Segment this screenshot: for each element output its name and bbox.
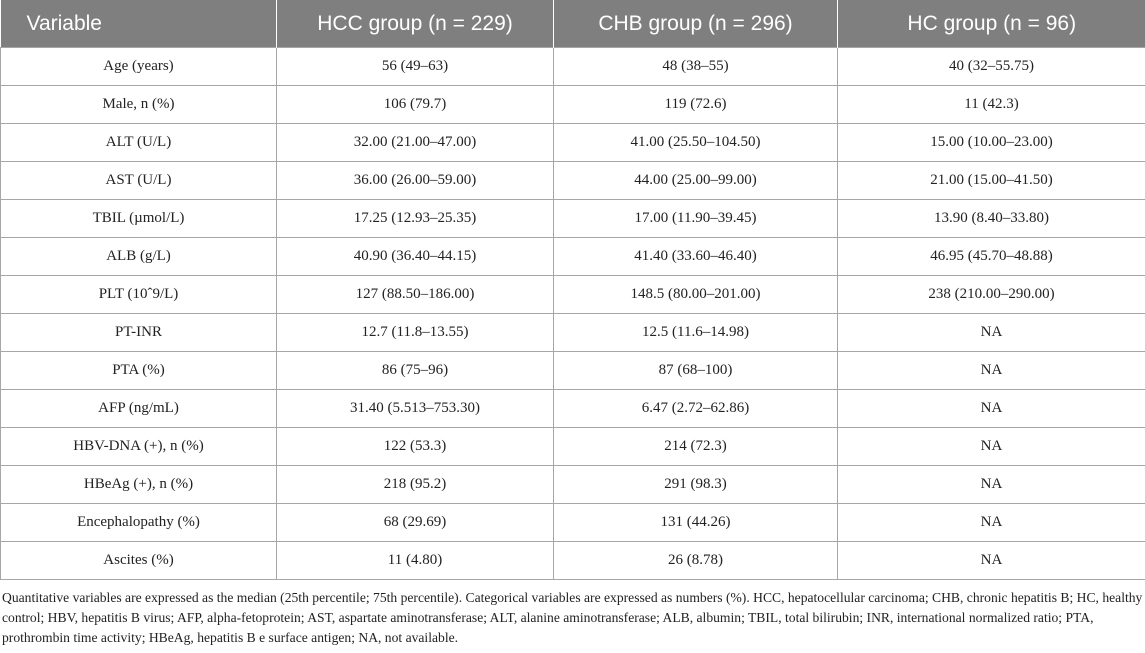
hc-cell: 21.00 (15.00–41.50) [837, 161, 1145, 200]
hcc-cell: 31.40 (5.513–753.30) [276, 389, 554, 428]
variable-cell: HBeAg (+), n (%) [0, 465, 277, 504]
chb-cell: 214 (72.3) [553, 427, 838, 466]
hc-cell: 46.95 (45.70–48.88) [837, 237, 1145, 276]
header-chb-group: CHB group (n = 296) [553, 0, 838, 48]
hcc-cell: 122 (53.3) [276, 427, 554, 466]
hcc-cell: 11 (4.80) [276, 541, 554, 580]
header-row: Variable HCC group (n = 229) CHB group (… [0, 0, 1145, 48]
chb-cell: 6.47 (2.72–62.86) [553, 389, 838, 428]
table-row: AFP (ng/mL) 31.40 (5.513–753.30) 6.47 (2.7… [0, 389, 1145, 428]
chb-cell: 291 (98.3) [553, 465, 838, 504]
chb-cell: 87 (68–100) [553, 351, 838, 390]
hcc-cell: 218 (95.2) [276, 465, 554, 504]
header-hcc-group: HCC group (n = 229) [276, 0, 554, 48]
table-row: HBeAg (+), n (%) 218 (95.2) 291 (98.3) NA [0, 465, 1145, 504]
header-hc-group: HC group (n = 96) [837, 0, 1145, 48]
hcc-cell: 12.7 (11.8–13.55) [276, 313, 554, 352]
chb-cell: 12.5 (11.6–14.98) [553, 313, 838, 352]
hc-cell: NA [837, 351, 1145, 390]
hcc-cell: 40.90 (36.40–44.15) [276, 237, 554, 276]
hcc-cell: 68 (29.69) [276, 503, 554, 542]
table-row: Male, n (%) 106 (79.7) 119 (72.6) 11 (42.3) [0, 85, 1145, 124]
hcc-cell: 17.25 (12.93–25.35) [276, 199, 554, 238]
hc-cell: 40 (32–55.75) [837, 47, 1145, 86]
variable-cell: ALB (g/L) [0, 237, 277, 276]
chb-cell: 48 (38–55) [553, 47, 838, 86]
data-table: Variable HCC group (n = 229) CHB group (… [0, 0, 1145, 580]
hcc-cell: 106 (79.7) [276, 85, 554, 124]
hc-cell: 238 (210.00–290.00) [837, 275, 1145, 314]
table-row: TBIL (µmol/L) 17.25 (12.93–25.35) 17.00 (1… [0, 199, 1145, 238]
hc-cell: 13.90 (8.40–33.80) [837, 199, 1145, 238]
hcc-cell: 32.00 (21.00–47.00) [276, 123, 554, 162]
variable-cell: ALT (U/L) [0, 123, 277, 162]
chb-cell: 119 (72.6) [553, 85, 838, 124]
table-row: AST (U/L) 36.00 (26.00–59.00) 44.00 (25.00… [0, 161, 1145, 200]
table-row: Encephalopathy (%) 68 (29.69) 131 (44.26) N… [0, 503, 1145, 542]
chb-cell: 26 (8.78) [553, 541, 838, 580]
table-footnote: Quantitative variables are expressed as … [2, 590, 1143, 645]
hcc-cell: 127 (88.50–186.00) [276, 275, 554, 314]
header-variable: Variable [0, 0, 277, 48]
table-row: ALT (U/L) 32.00 (21.00–47.00) 41.00 (25.50… [0, 123, 1145, 162]
variable-cell: Age (years) [0, 47, 277, 86]
hcc-cell: 36.00 (26.00–59.00) [276, 161, 554, 200]
chb-cell: 148.5 (80.00–201.00) [553, 275, 838, 314]
variable-cell: TBIL (µmol/L) [0, 199, 277, 238]
chb-cell: 44.00 (25.00–99.00) [553, 161, 838, 200]
hc-cell: NA [837, 465, 1145, 504]
table-row: PTA (%) 86 (75–96) 87 (68–100) NA [0, 351, 1145, 390]
hcc-cell: 86 (75–96) [276, 351, 554, 390]
chb-cell: 131 (44.26) [553, 503, 838, 542]
variable-cell: AST (U/L) [0, 161, 277, 200]
chb-cell: 41.40 (33.60–46.40) [553, 237, 838, 276]
variable-cell: AFP (ng/mL) [0, 389, 277, 428]
table-body: Age (years) 56 (49–63) 48 (38–55) 40 (32–55… [0, 47, 1145, 580]
variable-cell: Encephalopathy (%) [0, 503, 277, 542]
table-row: PT-INR 12.7 (11.8–13.55) 12.5 (11.6–14.98)… [0, 313, 1145, 352]
hc-cell: NA [837, 503, 1145, 542]
table-row: ALB (g/L) 40.90 (36.40–44.15) 41.40 (33.60… [0, 237, 1145, 276]
variable-cell: PLT (10ˆ9/L) [0, 275, 277, 314]
hcc-cell: 56 (49–63) [276, 47, 554, 86]
table-row: Ascites (%) 11 (4.80) 26 (8.78) NA [0, 541, 1145, 580]
hc-cell: NA [837, 313, 1145, 352]
variable-cell: Male, n (%) [0, 85, 277, 124]
hc-cell: 11 (42.3) [837, 85, 1145, 124]
chb-cell: 17.00 (11.90–39.45) [553, 199, 838, 238]
hc-cell: NA [837, 389, 1145, 428]
table-row: HBV-DNA (+), n (%) 122 (53.3) 214 (72.3) NA [0, 427, 1145, 466]
variable-cell: Ascites (%) [0, 541, 277, 580]
variable-cell: PT-INR [0, 313, 277, 352]
hc-cell: NA [837, 541, 1145, 580]
table-row: Age (years) 56 (49–63) 48 (38–55) 40 (32–55… [0, 47, 1145, 86]
chb-cell: 41.00 (25.50–104.50) [553, 123, 838, 162]
variable-cell: PTA (%) [0, 351, 277, 390]
table-row: PLT (10ˆ9/L) 127 (88.50–186.00) 148.5 (80.… [0, 275, 1145, 314]
variable-cell: HBV-DNA (+), n (%) [0, 427, 277, 466]
hc-cell: 15.00 (10.00–23.00) [837, 123, 1145, 162]
hc-cell: NA [837, 427, 1145, 466]
